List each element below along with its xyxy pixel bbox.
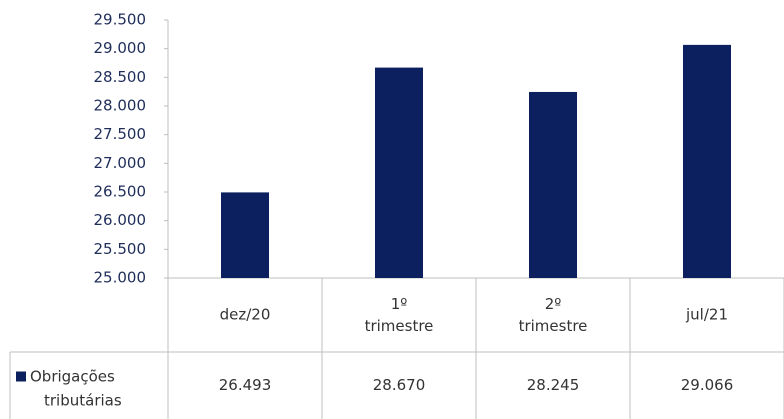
value-label: 28.245	[527, 376, 580, 394]
value-label: 28.670	[373, 376, 426, 394]
y-tick-label: 25.000	[94, 269, 147, 287]
legend-label: Obrigações tributárias	[30, 367, 122, 409]
bar	[221, 192, 269, 278]
y-tick-label: 26.500	[94, 183, 147, 201]
x-tick-label: jul/21	[685, 306, 728, 324]
y-tick-label: 27.000	[94, 154, 147, 172]
y-tick-label: 28.000	[94, 97, 147, 115]
value-label: 26.493	[219, 376, 272, 394]
y-tick-label: 27.500	[94, 125, 147, 143]
y-tick-label: 29.000	[94, 39, 147, 57]
bar	[683, 44, 731, 279]
x-tick-label: 1º trimestre	[365, 295, 434, 335]
y-tick-label: 26.000	[94, 211, 147, 229]
legend-swatch	[16, 371, 26, 382]
bar	[529, 91, 577, 278]
y-tick-label: 25.500	[94, 240, 147, 258]
y-tick-label: 29.500	[94, 11, 147, 29]
x-tick-label: dez/20	[220, 306, 271, 324]
value-label: 29.066	[681, 376, 734, 394]
bar	[375, 67, 423, 278]
y-tick-label: 28.500	[94, 68, 147, 86]
x-tick-label: 2º trimestre	[519, 295, 588, 335]
